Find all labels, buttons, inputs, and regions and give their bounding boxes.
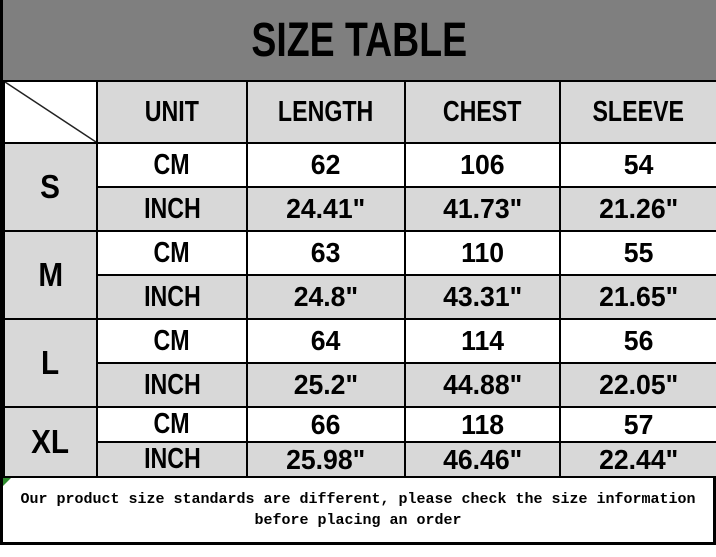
size-chart-content: SIZE TABLE UNIT LENGTH CHEST SLEEVE [0,0,716,545]
column-header-unit: UNIT [96,80,248,144]
value-cell: 22.05" [559,362,716,408]
value-cell: 66 [246,406,406,443]
column-header-sleeve: SLEEVE [559,80,716,144]
size-label-xl: XL [3,406,98,478]
size-table: UNIT LENGTH CHEST SLEEVE S CM 62 106 54 … [3,80,716,478]
value-cell: 21.26" [559,186,716,232]
unit-cell: CM [96,230,248,276]
size-label-m: M [3,230,98,320]
note-text-line2: before placing an order [254,511,462,529]
value-cell: 21.65" [559,274,716,320]
value-cell: 25.98" [246,441,406,478]
value-cell: 110 [404,230,561,276]
page-title: SIZE TABLE [251,13,468,67]
value-cell: 41.73" [404,186,561,232]
value-cell: 118 [404,406,561,443]
table-row-s-cm: S CM 62 106 54 [3,142,716,232]
header-row: UNIT LENGTH CHEST SLEEVE [3,80,716,144]
value-cell: 64 [246,318,406,364]
diagonal-cell [3,80,98,144]
value-cell: 106 [404,142,561,188]
value-cell: 22.44" [559,441,716,478]
size-label-l: L [3,318,98,408]
value-cell: 24.8" [246,274,406,320]
unit-cell: CM [96,142,248,188]
table-row-s-inch: INCH 24.41" 41.73" 21.26" [4,186,716,232]
table-row-l-cm: L CM 64 114 56 [3,318,716,408]
title-banner: SIZE TABLE [3,0,716,80]
table-row-m-inch: INCH 24.8" 43.31" 21.65" [4,274,716,320]
table-row-m-cm: M CM 63 110 55 [3,230,716,320]
value-cell: 25.2" [246,362,406,408]
value-cell: 44.88" [404,362,561,408]
value-cell: 63 [246,230,406,276]
value-cell: 114 [404,318,561,364]
value-cell: 46.46" [404,441,561,478]
table-row-l-inch: INCH 25.2" 44.88" 22.05" [4,362,716,408]
unit-cell: INCH [96,441,248,478]
value-cell: 54 [559,142,716,188]
unit-cell: INCH [96,186,248,232]
unit-cell: CM [96,318,248,364]
unit-cell: INCH [96,362,248,408]
value-cell: 43.31" [404,274,561,320]
table-row-xl-inch: INCH 25.98" 46.46" 22.44" [4,441,716,478]
note-text-line1: Our product size standards are different… [20,490,696,508]
size-label-s: S [3,142,98,232]
unit-cell: INCH [96,274,248,320]
value-cell: 56 [559,318,716,364]
column-header-length: LENGTH [246,80,406,144]
diagonal-line [5,82,96,142]
table-row-xl-cm: XL CM 66 118 57 [3,406,716,478]
column-header-chest: CHEST [404,80,561,144]
value-cell: 57 [559,406,716,443]
value-cell: 24.41" [246,186,406,232]
unit-cell: CM [96,406,248,443]
value-cell: 62 [246,142,406,188]
value-cell: 55 [559,230,716,276]
note-box: Our product size standards are different… [3,476,716,545]
corner-marker-icon [3,478,11,486]
